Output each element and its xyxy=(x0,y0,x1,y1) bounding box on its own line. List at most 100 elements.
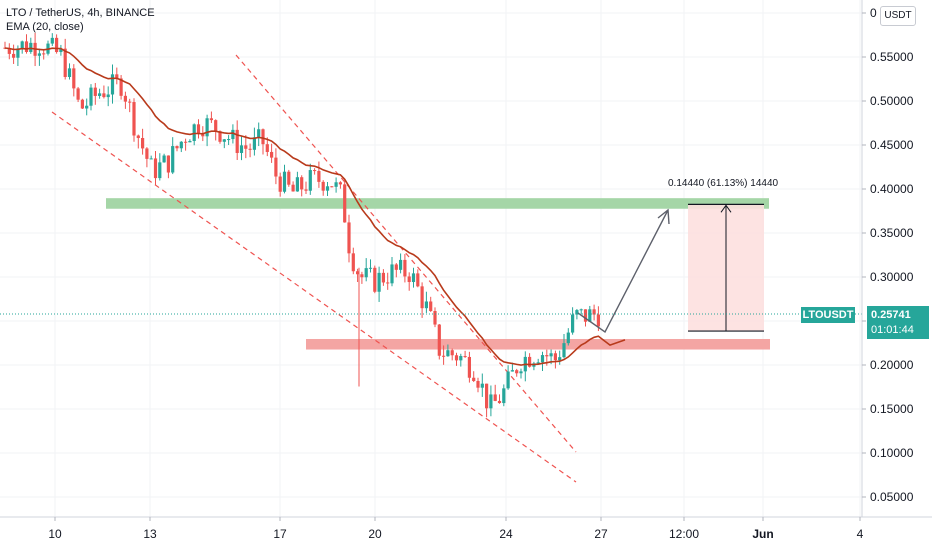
candle-body xyxy=(429,301,433,312)
candle-body xyxy=(390,264,394,284)
candle-body xyxy=(7,47,11,54)
candle-body xyxy=(403,259,407,277)
measure-arrowhead xyxy=(720,204,732,213)
currency-unit-button[interactable]: USDT xyxy=(880,6,916,26)
candle-body xyxy=(261,129,265,145)
resistance-zone xyxy=(106,198,769,209)
candle-body xyxy=(227,139,231,141)
candle-body xyxy=(562,343,566,358)
candle-body xyxy=(196,124,201,135)
candle-body xyxy=(136,135,140,139)
candle-body xyxy=(338,182,342,185)
candle-body xyxy=(93,87,97,96)
candle-body xyxy=(106,94,110,98)
candle-body xyxy=(571,314,575,333)
candle-body xyxy=(463,356,467,358)
candle-body xyxy=(218,131,222,142)
candle-body xyxy=(588,309,592,322)
channel-upper-line xyxy=(235,54,577,453)
candle-body xyxy=(489,394,493,409)
time-axis-bg xyxy=(0,517,932,550)
candle-body xyxy=(519,371,523,374)
candle-body xyxy=(239,145,244,153)
candle-body xyxy=(98,93,102,96)
candle-body xyxy=(29,42,33,52)
candle-body xyxy=(566,332,570,344)
price-tick-label: 0.10000 xyxy=(870,446,914,460)
price-tick-label: 0.05000 xyxy=(870,490,914,504)
candle-body xyxy=(476,380,480,388)
candle-body xyxy=(308,170,312,191)
candle-body xyxy=(450,350,454,356)
time-tick-label: 24 xyxy=(499,527,513,541)
candle-body xyxy=(304,189,308,191)
candle-body xyxy=(85,105,89,109)
price-tick-label: 0.35000 xyxy=(870,226,914,240)
candle-body xyxy=(416,273,420,287)
candle-body xyxy=(364,268,368,278)
price-tick-label: 0.55000 xyxy=(870,50,914,64)
projection-arrowhead xyxy=(657,208,670,225)
candle-body xyxy=(171,146,175,173)
candle-body xyxy=(399,259,403,270)
time-tick-label: 13 xyxy=(143,527,157,541)
candle-body xyxy=(179,141,183,149)
candle-body xyxy=(343,184,347,223)
candle-body xyxy=(291,184,295,192)
candle-body xyxy=(558,357,562,361)
last-price-value: 0.25741 xyxy=(871,309,911,321)
candle-body xyxy=(16,48,20,58)
candle-body xyxy=(515,370,519,374)
candle-body xyxy=(145,148,149,159)
candle-body xyxy=(454,355,459,361)
candle-body xyxy=(128,101,132,103)
candle-body xyxy=(325,186,330,191)
last-price-tag: 0.25741 01:01:44 xyxy=(867,306,929,339)
channel-lower-line xyxy=(51,111,577,483)
candle-body xyxy=(377,272,381,292)
candle-body xyxy=(12,53,16,58)
candle-body xyxy=(257,129,261,138)
candle-body xyxy=(360,274,364,278)
candle-body xyxy=(205,118,209,137)
candle-body xyxy=(20,41,24,49)
candle-body xyxy=(480,383,484,388)
candle-body xyxy=(394,264,398,270)
candle-body xyxy=(442,355,446,357)
candle-body xyxy=(472,377,476,381)
candle-body xyxy=(381,272,385,283)
candle-body xyxy=(192,124,196,141)
candle-body xyxy=(166,155,170,173)
candle-body xyxy=(347,222,351,254)
candle-body xyxy=(287,171,291,185)
candle-body xyxy=(485,383,489,409)
candle-body xyxy=(115,74,119,79)
candle-body xyxy=(278,176,282,192)
candle-body xyxy=(67,68,72,77)
time-tick-label: 12:00 xyxy=(669,527,699,541)
candle-body xyxy=(252,137,256,150)
price-tick-label: 0.15000 xyxy=(870,402,914,416)
candle-body xyxy=(356,271,360,275)
candle-body xyxy=(424,301,428,309)
price-zones xyxy=(106,198,770,350)
candle-body xyxy=(141,138,145,149)
candle-body xyxy=(575,310,579,315)
candle-body xyxy=(149,158,153,160)
time-tick-label: Jun xyxy=(752,527,773,541)
candle-body xyxy=(321,181,325,191)
ema-line xyxy=(4,47,626,366)
candle-body xyxy=(214,120,218,132)
symbol-price-label: LTOUSDT xyxy=(801,307,855,323)
candle-body xyxy=(123,95,127,102)
candle-body xyxy=(536,362,540,364)
candle-body xyxy=(313,170,317,172)
candle-body xyxy=(244,145,248,149)
ema-20-line xyxy=(4,47,626,366)
candle-body xyxy=(222,139,226,142)
candle-body xyxy=(231,129,235,140)
candles xyxy=(3,32,600,418)
legend-indicator: EMA (20, close) xyxy=(6,21,84,33)
